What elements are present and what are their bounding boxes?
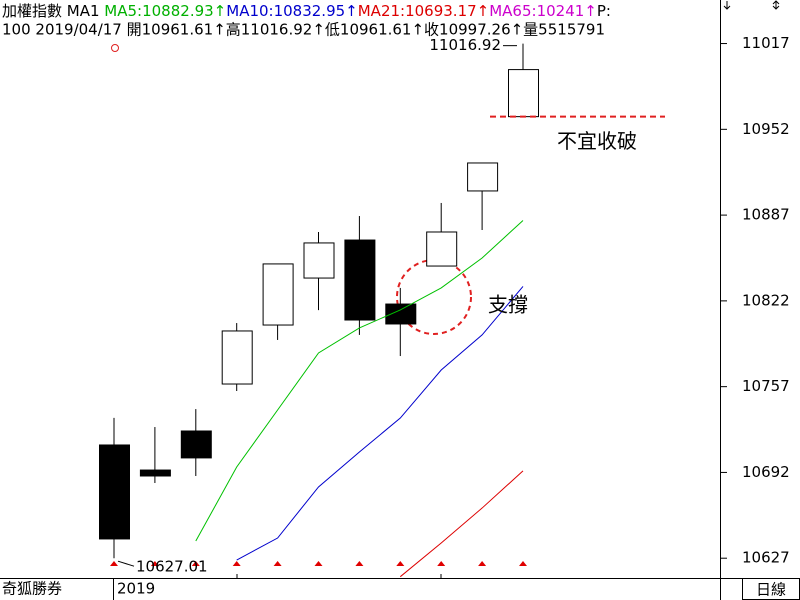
header-segment: 加權指數 MA1: [2, 2, 104, 20]
signal-marker: [150, 561, 159, 566]
candle-body: [99, 444, 130, 540]
low-label: 10627.01: [136, 558, 208, 576]
candle-body: [385, 303, 417, 325]
y-tick-label: 10822: [742, 291, 790, 309]
signal-marker: [355, 561, 364, 566]
signal-marker: [314, 561, 323, 566]
y-tick-label: 10692: [742, 463, 790, 481]
header-line-2: 100 2019/04/17 開10961.61↑高11016.92↑低1096…: [2, 21, 605, 39]
signal-marker: [232, 561, 241, 566]
y-tick-label: 10952: [742, 120, 790, 138]
header-segment: MA21:10693.17↑: [358, 2, 489, 20]
header-line-1: 加權指數 MA1 MA5:10882.93↑MA10:10832.95↑MA21…: [2, 2, 611, 20]
candle-body: [221, 330, 253, 385]
y-tick-label: 10757: [742, 377, 790, 395]
signal-marker: [110, 561, 118, 566]
candle-body: [508, 69, 539, 118]
candle-body: [262, 263, 294, 326]
signal-marker: [396, 561, 405, 566]
y-tick-label: 10627: [742, 549, 790, 567]
scroll-icon: [723, 0, 780, 10]
label-leader: [117, 560, 135, 567]
signal-marker: [519, 561, 527, 566]
footer-left: 奇狐勝券: [2, 580, 62, 598]
candle-body: [467, 162, 499, 192]
ma-line: [399, 470, 524, 578]
footer-date: 2019: [117, 580, 155, 598]
ma-line: [236, 286, 524, 561]
candle-body: [139, 469, 171, 477]
ma-line: [195, 220, 524, 542]
footer-period[interactable]: 日線: [756, 581, 786, 599]
signal-marker: [273, 561, 282, 566]
candle-body: [344, 239, 376, 321]
y-tick-label: 11017: [742, 34, 790, 52]
signal-circle: [111, 44, 119, 52]
candle-body: [426, 231, 458, 267]
header-segment: MA5:10882.93↑: [104, 2, 226, 20]
header-segment: MA10:10832.95↑: [226, 2, 357, 20]
header-segment: MA65:10241↑: [489, 2, 597, 20]
signal-marker: [437, 561, 446, 566]
annotation: 不宜收破: [557, 129, 637, 153]
signal-marker: [478, 561, 487, 566]
y-tick-label: 10887: [742, 206, 790, 224]
annotation: 支撐: [488, 293, 528, 317]
signal-marker: [191, 561, 200, 566]
candle-body: [303, 242, 335, 279]
header-segment: P:: [597, 2, 611, 20]
candle-body: [180, 430, 212, 459]
high-label: 11016.92: [429, 36, 501, 54]
